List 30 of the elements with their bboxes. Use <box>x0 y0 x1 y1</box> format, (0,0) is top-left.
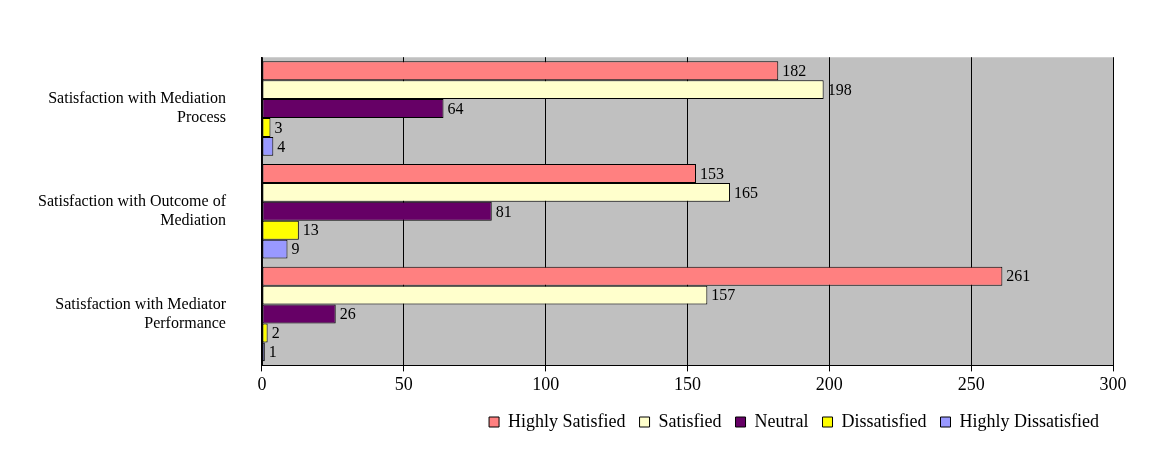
data-label: 13 <box>302 221 319 239</box>
x-tick-label: 250 <box>957 373 985 394</box>
data-label: 81 <box>495 202 512 220</box>
data-label: 9 <box>291 240 300 258</box>
data-label: 1 <box>268 343 277 361</box>
x-tick-label: 300 <box>1099 373 1127 394</box>
x-tick-label: 200 <box>815 373 843 394</box>
data-label: 153 <box>699 164 724 182</box>
data-label: 64 <box>447 99 464 117</box>
data-label: 26 <box>339 305 356 323</box>
legend-label: Dissatisfied <box>841 410 927 431</box>
x-tick-label: 150 <box>673 373 701 394</box>
legend-label: Satisfied <box>658 410 722 431</box>
data-label: 198 <box>827 80 852 98</box>
y-tick-label: Satisfaction with Mediation Process <box>48 89 226 126</box>
x-tick-label: 50 <box>394 373 413 394</box>
legend-label: Highly Dissatisfied <box>959 410 1100 431</box>
y-tick-label: Satisfaction with Mediator Performance <box>55 294 227 331</box>
data-label: 2 <box>271 324 280 342</box>
data-label: 3 <box>274 118 283 136</box>
data-label: 261 <box>1006 267 1031 285</box>
data-label: 182 <box>782 61 807 79</box>
x-tick-label: 0 <box>257 373 267 394</box>
x-tick-label: 100 <box>532 373 560 394</box>
data-label: 4 <box>277 137 286 155</box>
legend-label: Highly Satisfied <box>508 410 626 431</box>
legend-label: Neutral <box>754 410 809 431</box>
data-label: 157 <box>711 286 736 304</box>
y-tick-label: Satisfaction with Outcome of Mediation <box>37 191 227 229</box>
data-label: 165 <box>734 183 759 201</box>
